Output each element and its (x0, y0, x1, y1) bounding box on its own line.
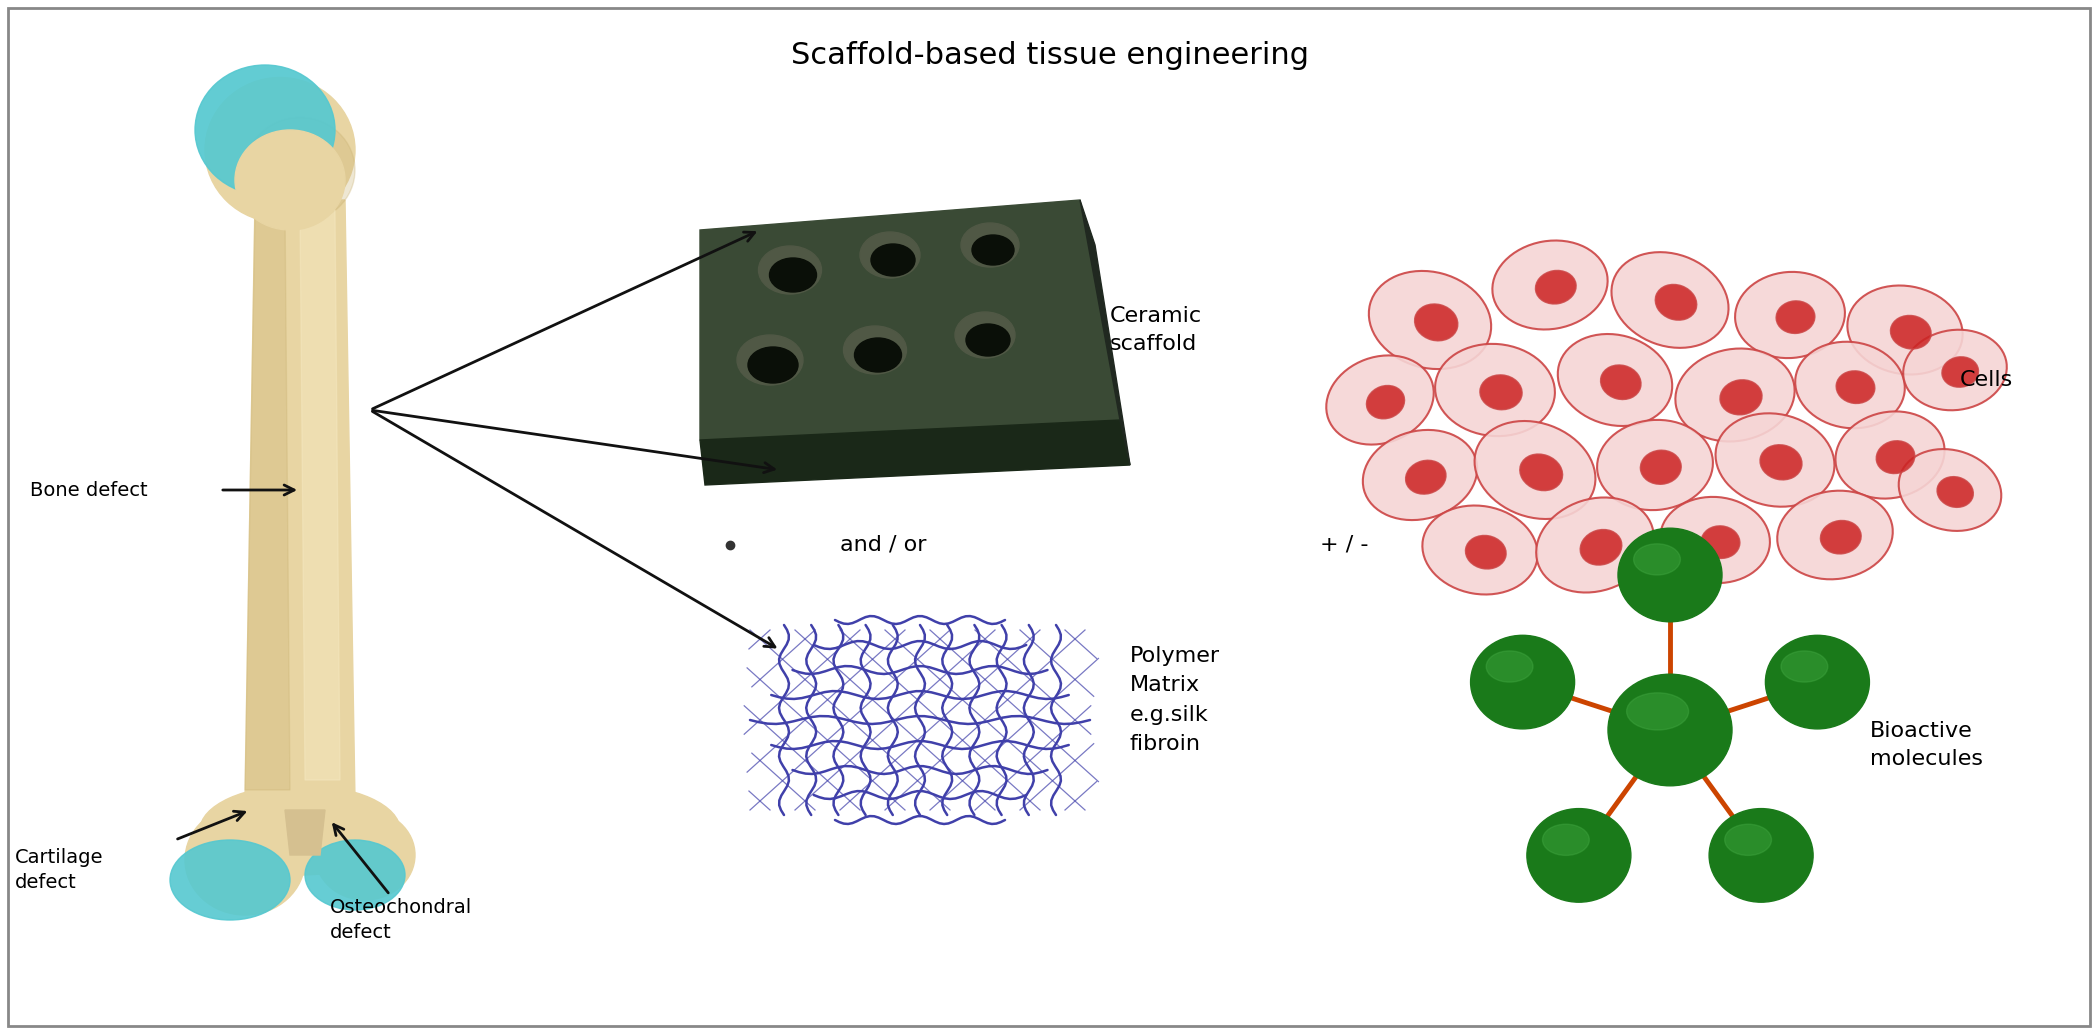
Ellipse shape (1485, 650, 1534, 682)
Ellipse shape (1475, 421, 1594, 519)
Ellipse shape (770, 258, 816, 292)
Ellipse shape (871, 244, 915, 276)
Ellipse shape (860, 232, 921, 278)
Ellipse shape (736, 335, 804, 385)
Text: Bioactive
molecules: Bioactive molecules (1869, 721, 1983, 769)
Polygon shape (1080, 200, 1131, 465)
Ellipse shape (1655, 284, 1697, 321)
Ellipse shape (1527, 809, 1630, 903)
Ellipse shape (749, 347, 797, 383)
Ellipse shape (1435, 344, 1555, 436)
Ellipse shape (1760, 445, 1802, 480)
Ellipse shape (1626, 693, 1689, 730)
Text: Bone defect: Bone defect (29, 481, 147, 499)
Ellipse shape (1781, 650, 1827, 682)
Ellipse shape (1725, 824, 1771, 855)
Ellipse shape (1735, 272, 1844, 358)
Text: Cartilage
defect: Cartilage defect (15, 848, 103, 892)
Ellipse shape (1796, 341, 1905, 428)
Ellipse shape (1821, 520, 1861, 554)
Ellipse shape (1836, 412, 1945, 498)
Ellipse shape (304, 840, 405, 910)
Ellipse shape (1368, 271, 1492, 369)
Text: + / -: + / - (1320, 535, 1368, 555)
Ellipse shape (1876, 440, 1915, 474)
Ellipse shape (1903, 330, 2008, 410)
Ellipse shape (1890, 315, 1930, 348)
Ellipse shape (235, 130, 344, 230)
Ellipse shape (315, 810, 415, 900)
Ellipse shape (1710, 809, 1813, 903)
Ellipse shape (185, 805, 304, 915)
Ellipse shape (1559, 334, 1672, 426)
Polygon shape (300, 210, 340, 780)
Ellipse shape (1611, 252, 1729, 347)
Ellipse shape (965, 324, 1009, 356)
Ellipse shape (759, 246, 822, 294)
Ellipse shape (1660, 497, 1771, 583)
Ellipse shape (1716, 414, 1834, 507)
Ellipse shape (1366, 386, 1404, 419)
Ellipse shape (1467, 536, 1506, 569)
Ellipse shape (1580, 529, 1622, 565)
Ellipse shape (1414, 304, 1458, 340)
Ellipse shape (1471, 635, 1576, 729)
Ellipse shape (1777, 491, 1892, 579)
Ellipse shape (1422, 506, 1538, 595)
Ellipse shape (1764, 635, 1869, 729)
Polygon shape (245, 210, 290, 790)
Ellipse shape (1542, 824, 1590, 855)
Ellipse shape (245, 118, 355, 222)
Ellipse shape (1519, 454, 1563, 490)
Ellipse shape (170, 840, 290, 920)
Ellipse shape (199, 785, 401, 875)
Text: and / or: and / or (839, 535, 927, 555)
Ellipse shape (1848, 285, 1962, 374)
Ellipse shape (1720, 379, 1762, 415)
Polygon shape (701, 200, 1120, 440)
Ellipse shape (1597, 420, 1712, 510)
Polygon shape (701, 420, 1131, 485)
Ellipse shape (1943, 357, 1978, 387)
Ellipse shape (854, 338, 902, 372)
Ellipse shape (1607, 674, 1733, 786)
Text: Osteochondral
defect: Osteochondral defect (329, 898, 472, 942)
Ellipse shape (1406, 460, 1446, 494)
Ellipse shape (1479, 375, 1521, 409)
Ellipse shape (961, 223, 1020, 267)
Ellipse shape (1701, 526, 1739, 558)
Text: Polymer
Matrix
e.g.silk
fibroin: Polymer Matrix e.g.silk fibroin (1131, 645, 1221, 755)
Ellipse shape (971, 235, 1013, 265)
Polygon shape (285, 810, 325, 855)
Ellipse shape (1641, 451, 1680, 484)
Ellipse shape (195, 65, 336, 195)
Text: Scaffold-based tissue engineering: Scaffold-based tissue engineering (791, 40, 1309, 69)
Ellipse shape (1777, 301, 1815, 333)
Ellipse shape (1634, 544, 1680, 575)
Ellipse shape (1536, 497, 1653, 592)
Ellipse shape (1899, 449, 2001, 530)
Polygon shape (245, 200, 355, 800)
Ellipse shape (843, 326, 906, 374)
Ellipse shape (955, 312, 1015, 358)
Ellipse shape (1492, 241, 1607, 330)
Ellipse shape (1618, 528, 1722, 621)
Ellipse shape (1936, 477, 1974, 508)
Ellipse shape (1364, 430, 1477, 520)
Ellipse shape (206, 78, 355, 222)
Ellipse shape (1836, 371, 1876, 403)
Ellipse shape (1326, 356, 1433, 445)
Ellipse shape (1536, 271, 1576, 304)
Ellipse shape (1676, 348, 1794, 442)
Ellipse shape (1601, 365, 1641, 399)
Text: Ceramic
scaffold: Ceramic scaffold (1110, 306, 1202, 354)
Text: Cells: Cells (1960, 370, 2014, 390)
